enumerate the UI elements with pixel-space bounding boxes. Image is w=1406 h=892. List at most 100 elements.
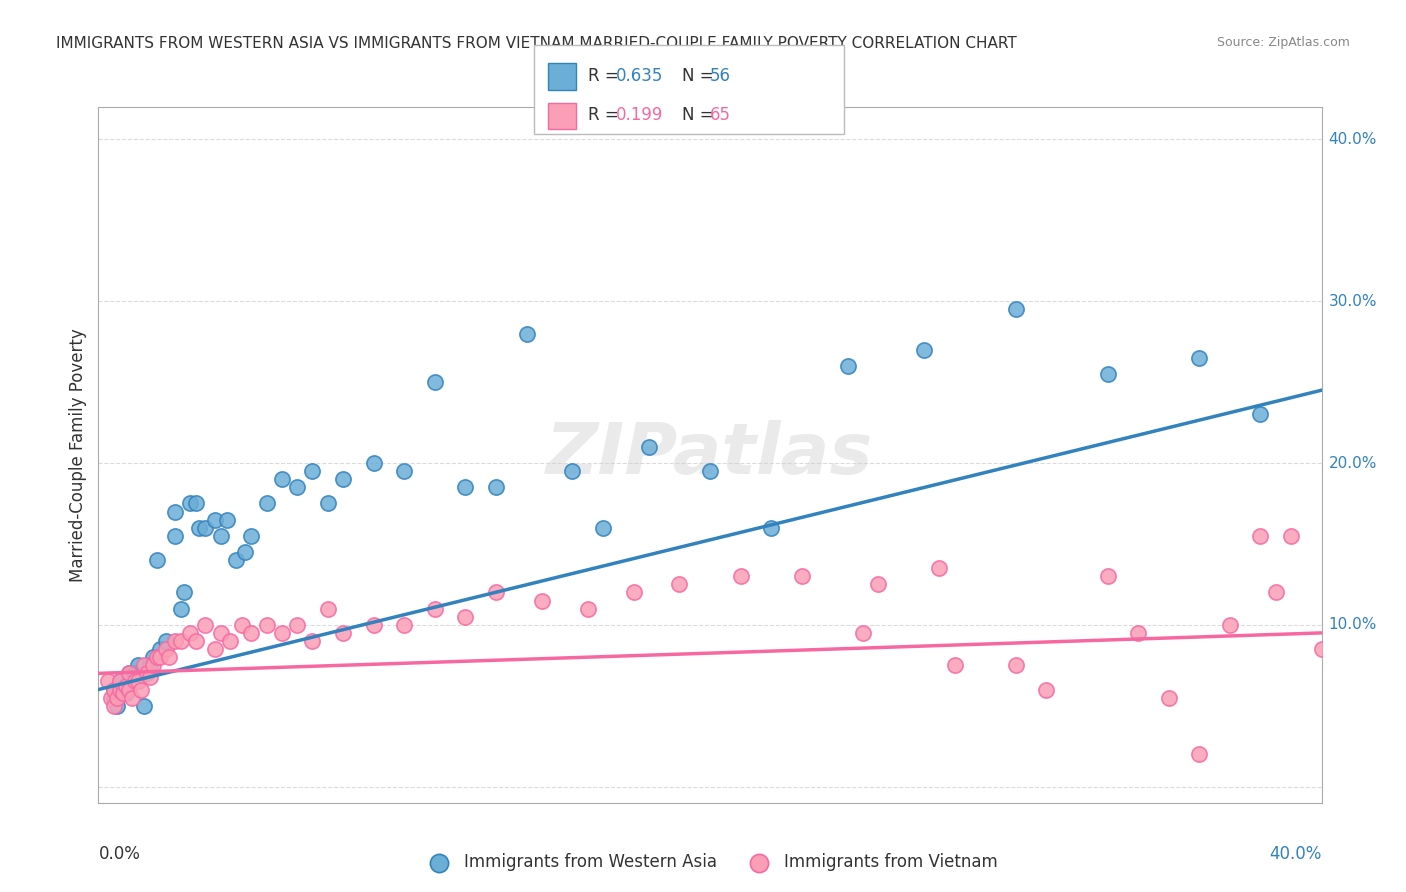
Point xyxy=(301,464,323,478)
Point xyxy=(121,690,143,705)
Y-axis label: Married-Couple Family Poverty: Married-Couple Family Poverty xyxy=(69,328,87,582)
Point xyxy=(157,650,180,665)
Point xyxy=(170,601,193,615)
Point xyxy=(111,682,134,697)
Point xyxy=(204,642,226,657)
Point xyxy=(170,634,193,648)
Point xyxy=(155,634,177,648)
Point xyxy=(576,601,599,615)
Point xyxy=(155,642,177,657)
Point xyxy=(105,690,128,705)
Point xyxy=(240,529,263,543)
Point xyxy=(790,569,813,583)
Point xyxy=(1188,747,1211,762)
Text: 20.0%: 20.0% xyxy=(1329,456,1376,470)
Point xyxy=(186,496,208,510)
Point xyxy=(225,553,247,567)
Point xyxy=(270,472,292,486)
Text: 0.635: 0.635 xyxy=(616,67,664,85)
Point xyxy=(145,650,167,665)
Point xyxy=(332,626,354,640)
Point xyxy=(868,577,890,591)
Point xyxy=(124,666,146,681)
Text: Source: ZipAtlas.com: Source: ZipAtlas.com xyxy=(1216,36,1350,49)
Point xyxy=(231,617,253,632)
Point xyxy=(149,650,172,665)
Point xyxy=(1249,529,1271,543)
Legend: Immigrants from Western Asia, Immigrants from Vietnam: Immigrants from Western Asia, Immigrants… xyxy=(416,847,1004,878)
Point xyxy=(204,513,226,527)
Text: 0.199: 0.199 xyxy=(616,106,664,124)
Point xyxy=(1004,658,1026,673)
Text: 0.0%: 0.0% xyxy=(98,845,141,863)
Text: N =: N = xyxy=(682,67,713,85)
Point xyxy=(485,480,508,494)
Point xyxy=(285,480,308,494)
Point xyxy=(118,682,141,697)
Point xyxy=(1097,367,1119,381)
Point xyxy=(118,666,141,681)
Point xyxy=(105,698,128,713)
Point xyxy=(139,658,162,673)
Point xyxy=(115,679,138,693)
Point xyxy=(423,375,446,389)
Point xyxy=(392,617,416,632)
Point xyxy=(129,682,152,697)
Point xyxy=(163,634,186,648)
Point xyxy=(97,674,120,689)
Point xyxy=(124,674,146,689)
Text: 10.0%: 10.0% xyxy=(1329,617,1376,632)
Point xyxy=(485,585,508,599)
Text: N =: N = xyxy=(682,106,713,124)
Point xyxy=(1310,642,1333,657)
Point xyxy=(134,698,156,713)
Point xyxy=(108,682,131,697)
Text: 56: 56 xyxy=(710,67,731,85)
Point xyxy=(1249,408,1271,422)
Point xyxy=(127,658,149,673)
Point xyxy=(233,545,256,559)
Point xyxy=(256,496,278,510)
Point xyxy=(561,464,583,478)
Point xyxy=(730,569,752,583)
Point xyxy=(943,658,966,673)
Point xyxy=(179,496,201,510)
Point xyxy=(103,682,125,697)
Point xyxy=(1264,585,1286,599)
Point xyxy=(392,464,416,478)
Point xyxy=(111,686,134,700)
Text: 40.0%: 40.0% xyxy=(1329,132,1376,147)
Point xyxy=(103,682,125,697)
Point xyxy=(668,577,690,591)
Point xyxy=(145,553,167,567)
Point xyxy=(637,440,661,454)
Point xyxy=(1004,302,1026,317)
Point xyxy=(516,326,538,341)
Point xyxy=(285,617,308,632)
Point xyxy=(912,343,935,357)
Point xyxy=(240,626,263,640)
Point xyxy=(316,601,339,615)
Point xyxy=(115,686,138,700)
Point xyxy=(142,658,165,673)
Point xyxy=(127,674,149,689)
Point xyxy=(108,674,131,689)
Point xyxy=(173,585,195,599)
Text: 30.0%: 30.0% xyxy=(1329,293,1376,309)
Point xyxy=(103,698,125,713)
Point xyxy=(179,626,201,640)
Point xyxy=(301,634,323,648)
Point xyxy=(139,670,162,684)
Text: 40.0%: 40.0% xyxy=(1270,845,1322,863)
Point xyxy=(108,674,131,689)
Point xyxy=(837,359,859,373)
Point xyxy=(127,674,149,689)
Point xyxy=(1157,690,1180,705)
Point xyxy=(136,666,159,681)
Point xyxy=(530,593,553,607)
Point xyxy=(209,529,232,543)
Point xyxy=(219,634,242,648)
Point xyxy=(623,585,645,599)
Point xyxy=(363,456,385,470)
Point xyxy=(118,666,141,681)
